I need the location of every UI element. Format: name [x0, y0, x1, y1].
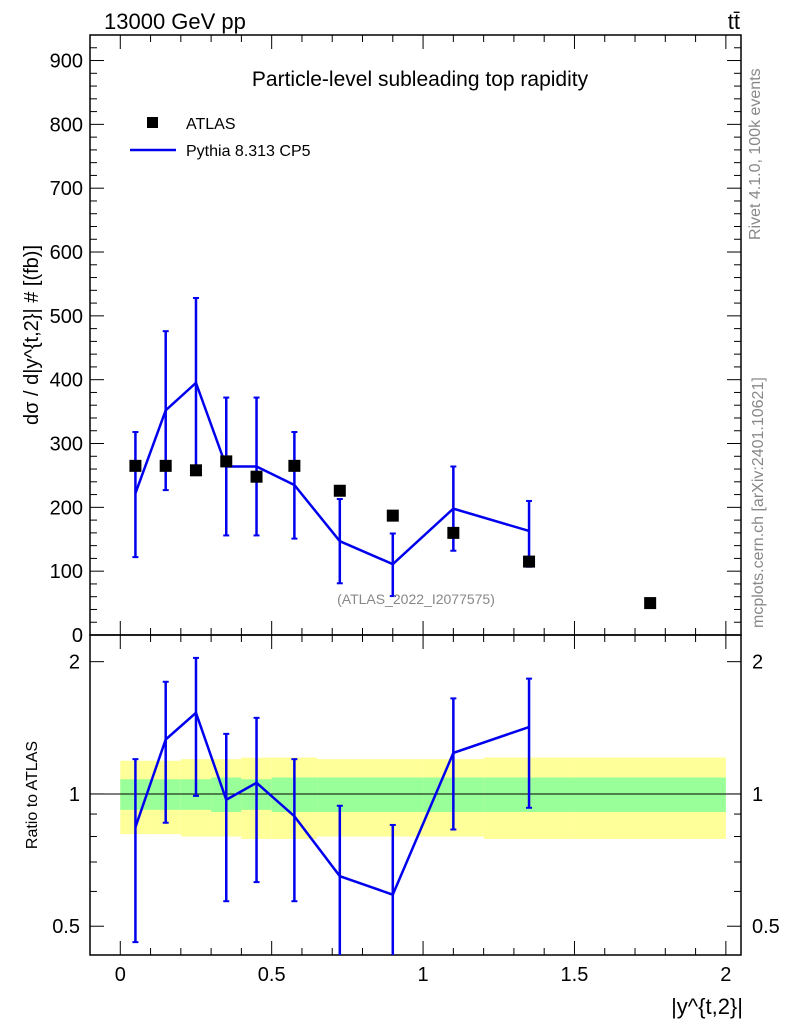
- atlas-data-point: [129, 459, 142, 472]
- x-tick-label: 0.5: [258, 964, 286, 986]
- x-axis-label: |y^{t,2}|: [671, 994, 743, 1019]
- y-tick-label: 800: [50, 114, 83, 136]
- pythia-ratio-line: [134, 710, 530, 897]
- legend-pythia-label: Pythia 8.313 CP5: [186, 143, 311, 160]
- y-tick-label: 200: [50, 497, 83, 519]
- x-tick-label: 2: [720, 964, 731, 986]
- y-tick-label: 100: [50, 561, 83, 583]
- y-tick-label: 400: [50, 370, 83, 392]
- rivet-version-label: Rivet 4.1.0, 100k events: [747, 68, 764, 240]
- x-tick-label: 1.5: [561, 964, 589, 986]
- y-tick-label: 600: [50, 242, 83, 264]
- stat-uncertainty-band: [362, 777, 424, 812]
- ratio-tick-label: 1: [69, 784, 80, 806]
- atlas-data-point: [386, 509, 399, 522]
- process-label: tt̄: [728, 9, 740, 34]
- ratio-axis-label: Ratio to ATLAS: [24, 741, 41, 849]
- atlas-data-point: [220, 455, 233, 468]
- y-axis-label: dσ / d|y^{t,2}| # [(fb)]: [21, 245, 43, 425]
- analysis-watermark: (ATLAS_2022_I2077575): [337, 591, 495, 607]
- ratio-frame: [89, 634, 742, 956]
- energy-label: 13000 GeV pp: [104, 9, 246, 34]
- ratio-plot-axes: 0 0.5 1 1.5 2 0.5 0.5 1 1 2 2: [52, 634, 780, 986]
- chart-title: Particle-level subleading top rapidity: [252, 68, 589, 91]
- stat-uncertainty-band: [574, 777, 726, 812]
- atlas-data-point: [523, 555, 536, 568]
- x-tick-label: 0: [115, 964, 126, 986]
- chart-marks: [129, 296, 657, 955]
- legend-atlas-marker: [147, 117, 158, 128]
- atlas-data-point: [447, 526, 460, 539]
- atlas-data-point: [288, 459, 301, 472]
- y-tick-label: 700: [50, 178, 83, 200]
- ratio-tick-label: 2: [69, 652, 80, 674]
- y-tick-label: 900: [50, 51, 83, 73]
- atlas-data-point: [333, 484, 346, 497]
- y-tick-label: 500: [50, 306, 83, 328]
- ratio-tick-label-right: 2: [752, 652, 763, 674]
- mcplots-label: mcplots.cern.ch [arXiv:2401.10621]: [750, 377, 767, 628]
- ratio-tick-label-right: 1: [752, 784, 763, 806]
- pythia-line: [134, 380, 530, 566]
- atlas-data-point: [250, 470, 263, 483]
- atlas-data-point: [159, 459, 172, 472]
- legend-atlas-label: ATLAS: [186, 116, 236, 133]
- atlas-data-point: [189, 464, 202, 477]
- ratio-tick-label: 0.5: [52, 916, 80, 938]
- y-tick-label: 0: [72, 625, 83, 647]
- x-tick-label: 1: [418, 964, 429, 986]
- y-tick-label: 300: [50, 434, 83, 456]
- atlas-data-point: [644, 597, 657, 610]
- main-plot-axes: 0 100 200 300 400 500 600 700 800 900: [50, 34, 742, 647]
- ratio-tick-label-right: 0.5: [752, 916, 780, 938]
